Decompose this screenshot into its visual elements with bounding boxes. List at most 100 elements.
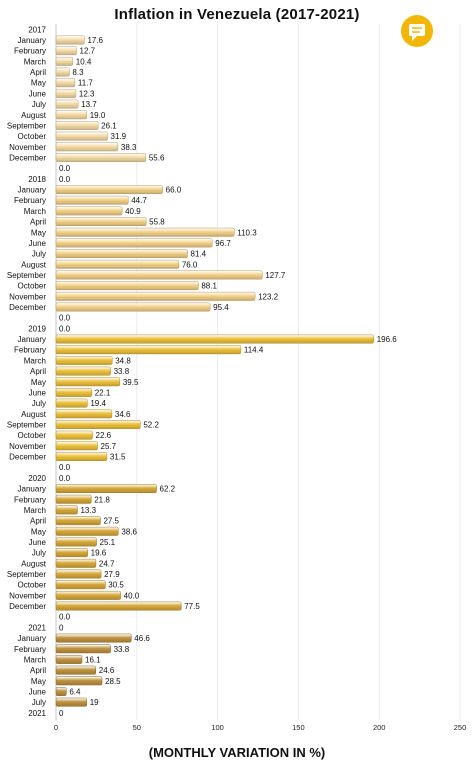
value-label: 24.6 <box>99 666 115 675</box>
category-label: 2017 <box>28 25 46 34</box>
bar <box>55 601 182 611</box>
value-label: 0.0 <box>59 613 71 622</box>
bar <box>55 345 242 355</box>
category-label: February <box>14 196 46 205</box>
value-label: 11.7 <box>78 79 94 88</box>
bar <box>55 185 163 194</box>
bar <box>55 281 199 291</box>
bar <box>55 687 67 696</box>
category-label: July <box>32 100 46 109</box>
bar <box>55 195 129 205</box>
bar <box>55 227 235 237</box>
value-labels: 17.6 12.710.4 8.3 11.712.3 13.7 19.026.1 31.9 3… <box>59 36 397 718</box>
category-label: March <box>24 207 46 216</box>
category-label: June <box>29 89 47 98</box>
bar <box>55 291 256 301</box>
bar <box>55 377 121 387</box>
category-label: 2021 <box>28 709 46 718</box>
value-label: 44.7 <box>131 196 147 205</box>
value-label: 127.7 <box>265 271 286 280</box>
category-label: November <box>9 442 46 451</box>
category-label: 2021 <box>28 623 46 632</box>
category-label: August <box>21 111 47 120</box>
value-label: 31.5 <box>110 453 126 462</box>
value-label: 30.5 <box>108 581 124 590</box>
value-label: 13.3 <box>80 506 96 515</box>
value-label: 40.0 <box>124 591 140 600</box>
bar <box>55 366 111 376</box>
bar <box>55 78 76 88</box>
category-label: February <box>14 645 46 654</box>
bar <box>55 484 157 494</box>
bar <box>55 153 147 162</box>
value-label: 22.1 <box>95 388 111 397</box>
bar <box>55 430 93 440</box>
bar <box>55 121 99 130</box>
bar <box>55 46 77 56</box>
bar <box>55 558 97 568</box>
category-label: August <box>21 410 47 419</box>
category-label: 2018 <box>28 175 46 184</box>
value-label: 196.6 <box>377 335 398 344</box>
value-label: 25.1 <box>100 538 116 547</box>
category-label: December <box>9 154 46 163</box>
bar <box>55 259 180 269</box>
value-label: 0.0 <box>59 474 71 483</box>
value-label: 55.8 <box>149 218 165 227</box>
chart-title: Inflation in Venezuela (2017-2021) <box>114 6 360 23</box>
value-label: 16.1 <box>85 655 101 664</box>
bar <box>55 355 113 365</box>
value-label: 25.7 <box>101 442 117 451</box>
category-label: January <box>18 36 46 45</box>
bar <box>55 580 106 590</box>
category-label: May <box>31 79 46 88</box>
bar <box>55 452 108 461</box>
category-label: April <box>30 218 46 227</box>
category-label: June <box>29 239 47 248</box>
value-label: 0.0 <box>59 175 71 184</box>
category-labels: 2017JanuaryFebruaryMarchAprilMayJuneJuly… <box>7 25 47 718</box>
category-label: May <box>31 527 46 536</box>
bar <box>55 548 88 558</box>
value-label: 62.2 <box>160 485 176 494</box>
bar <box>55 270 263 280</box>
bar <box>55 88 77 98</box>
bar <box>55 526 119 536</box>
value-label: 95.4 <box>213 303 229 312</box>
value-label: 55.6 <box>149 154 165 163</box>
category-label: May <box>31 228 46 237</box>
value-label: 22.6 <box>96 431 112 440</box>
x-tick-label: 200 <box>373 723 386 732</box>
value-label: 76.0 <box>182 260 198 269</box>
category-label: September <box>7 271 46 280</box>
bar <box>55 388 92 397</box>
x-tick-label: 100 <box>211 723 224 732</box>
value-label: 17.6 <box>87 36 103 45</box>
value-label: 12.7 <box>80 47 96 56</box>
category-label: July <box>32 250 46 259</box>
category-label: August <box>21 559 47 568</box>
bar <box>55 409 113 419</box>
category-label: April <box>30 666 46 675</box>
bar <box>55 206 123 216</box>
value-label: 12.3 <box>79 89 95 98</box>
x-tick-label: 0 <box>54 723 58 732</box>
bar <box>55 537 97 547</box>
value-label: 31.9 <box>111 132 127 141</box>
bar <box>55 398 88 408</box>
value-label: 114.4 <box>244 346 264 355</box>
category-label: October <box>18 282 47 291</box>
bar <box>55 238 213 248</box>
category-label: August <box>21 260 47 269</box>
value-label: 33.8 <box>114 645 130 654</box>
bar <box>55 590 121 600</box>
value-label: 39.5 <box>123 378 139 387</box>
value-label: 40.9 <box>125 207 141 216</box>
bar <box>55 56 74 66</box>
bar <box>55 131 108 141</box>
value-label: 33.8 <box>114 367 130 376</box>
category-label: April <box>30 517 46 526</box>
bar <box>55 420 141 429</box>
bar <box>55 633 132 643</box>
bar <box>55 655 83 664</box>
